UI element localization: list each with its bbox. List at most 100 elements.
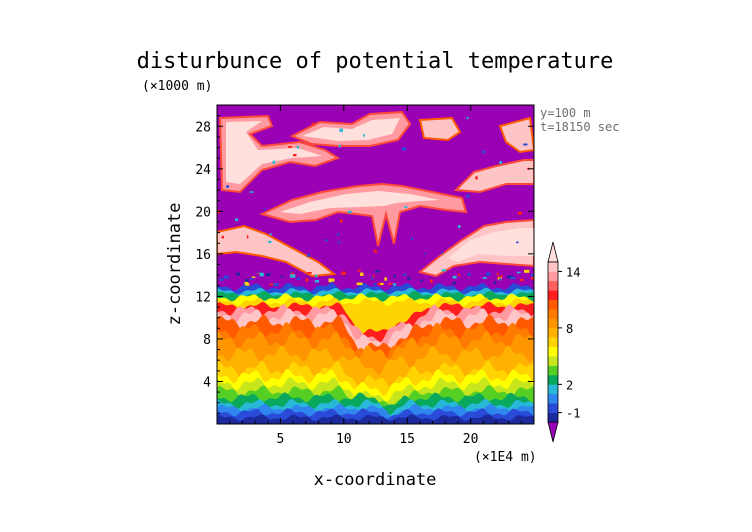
annotation-t: t=18150 sec [540,120,619,134]
colorbar-swatch [548,384,558,395]
speckle [482,276,487,279]
speckle [466,194,470,198]
colorbar-swatch [548,356,558,366]
speckle [517,211,523,215]
speckle [516,241,519,244]
speckle [289,274,296,278]
speckle [384,277,387,281]
speckle [324,239,329,242]
speckle [342,271,346,274]
colorbar-swatch [548,403,558,413]
y-tick-label: 16 [195,248,211,263]
colorbar-swatch [548,309,558,319]
colorbar-max-extension [547,241,559,263]
speckle [250,277,254,280]
speckle [481,150,486,154]
speckle [356,282,363,286]
colorbar-frame [547,261,559,423]
colorbar-swatch [548,393,558,404]
speckle [280,275,284,278]
speckle [272,282,279,287]
annotation-y: y=100 m [540,106,591,120]
speckle [424,252,427,255]
x-tick-label: 10 [336,432,352,447]
speckle [524,269,530,273]
speckle [500,275,503,278]
speckle [510,276,516,280]
speckle [531,273,534,277]
speckle [360,272,364,276]
filament-mid-right [453,159,534,194]
speckle [516,271,521,274]
speckle [311,122,315,125]
speckle [246,235,249,239]
speckle [392,283,397,286]
speckle [388,282,393,285]
colorbar: -1 2 8 14 [547,241,580,443]
speckle [244,281,249,285]
y-axis: 4 8 12 16 20 24 28 [195,115,534,414]
speckle [235,218,238,221]
filament-lower-left [217,224,337,278]
x-tick-label: 5 [276,432,284,447]
filament-upper-left-core [226,121,322,184]
speckle [419,279,424,282]
speckle [523,143,528,146]
noise-speckles [217,116,534,287]
colorbar-swatch [548,262,558,272]
x-unit-label: (×1E4 m) [474,450,537,465]
speckle [402,273,407,276]
speckle [531,276,534,280]
speckle [380,283,384,285]
y-tick-label: 12 [195,290,211,305]
speckle [259,272,264,277]
filament-top-center-core [302,118,400,141]
x-axis: 5 10 15 20 [229,105,522,447]
y-unit-label: (×1000 m) [142,79,212,94]
filament-top-right-1 [418,116,462,142]
speckle [475,176,478,180]
layer-band-20 [217,414,534,424]
speckle [338,144,341,148]
speckle [226,185,230,188]
colorbar-swatch [548,346,558,357]
speckle [347,210,352,214]
filament-cluster [217,110,534,278]
x-tick-label: 15 [399,432,415,447]
speckle [249,191,254,193]
colorbar-swatch [548,318,558,329]
speckle [272,160,275,164]
colorbar-swatch [548,327,558,338]
colorbar-swatch [548,290,558,300]
speckle [404,206,408,208]
color-layers [217,282,534,424]
speckle [336,233,340,236]
y-tick-label: 8 [203,333,211,348]
speckle [496,272,499,276]
speckle [337,241,341,244]
speckle [401,147,407,151]
colorbar-tick-label: 14 [566,265,580,279]
colorbar-swatch [548,337,558,348]
plot-area [217,105,534,424]
speckle [266,273,271,276]
colorbar-min-extension [547,421,559,443]
speckle [223,275,230,279]
speckle [466,116,469,120]
colorbar-tick-label: 2 [566,378,573,392]
speckle [452,281,456,285]
colorbar-tick-label: 8 [566,322,573,336]
colorbar-swatch [548,271,558,282]
speckle [251,276,256,279]
y-tick-label: 28 [195,120,211,135]
speckle [269,283,274,286]
speckle [375,270,380,273]
colorbar-swatch [548,374,558,385]
x-tick-label: 20 [463,432,479,447]
speckle [407,277,411,280]
speckle [245,279,249,282]
speckle [296,277,301,280]
speckle [372,275,375,278]
speckle [269,233,272,236]
